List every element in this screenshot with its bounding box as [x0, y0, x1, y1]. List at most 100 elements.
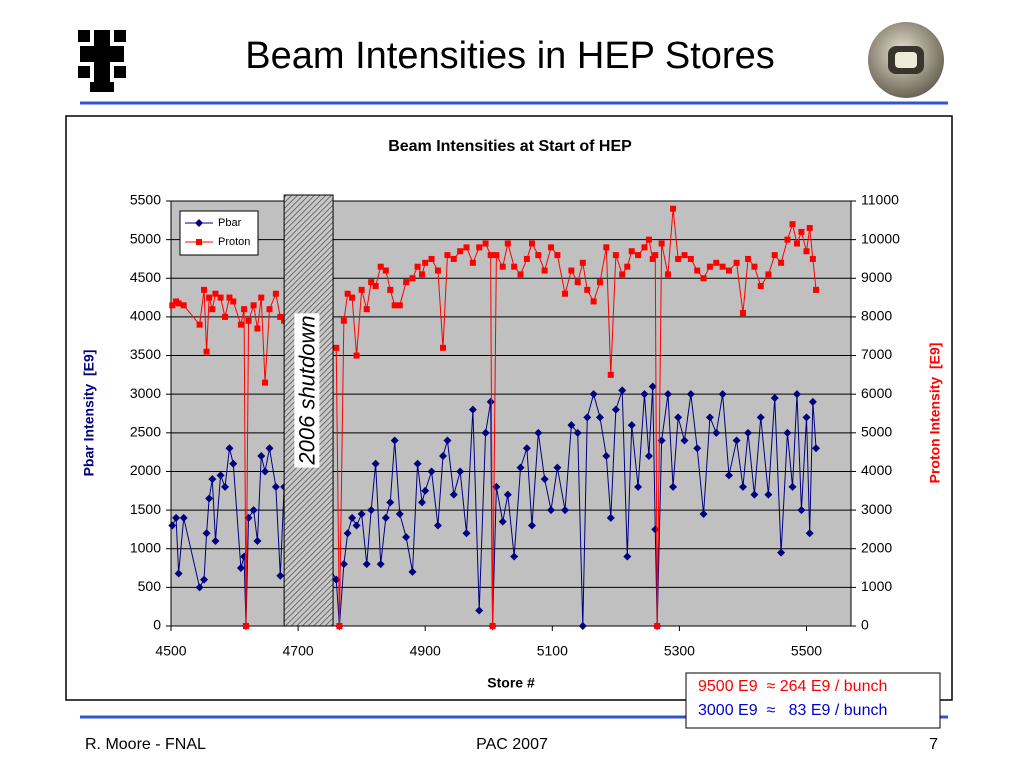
marker	[669, 482, 678, 491]
legend-label: Proton	[218, 236, 250, 248]
marker	[209, 306, 216, 313]
marker	[367, 506, 376, 515]
marker	[168, 521, 177, 530]
marker	[421, 486, 430, 495]
marker	[371, 459, 380, 468]
marker	[784, 236, 791, 243]
marker	[603, 244, 610, 251]
marker	[468, 405, 477, 414]
marker	[793, 240, 800, 247]
y-tick-label: 1000	[130, 539, 161, 555]
shutdown-label-bg	[294, 313, 320, 468]
marker	[522, 444, 531, 453]
marker	[175, 300, 182, 307]
fermilab-logo	[78, 30, 126, 92]
marker	[493, 252, 500, 259]
y-tick-label: 4500	[130, 269, 161, 285]
marker	[745, 255, 752, 262]
marker	[648, 382, 657, 391]
marker	[574, 279, 581, 286]
y2-tick-label: 1000	[861, 578, 892, 594]
marker	[607, 371, 614, 378]
marker	[195, 219, 203, 227]
y2-tick-label: 4000	[861, 462, 892, 478]
marker	[606, 513, 615, 522]
marker	[628, 248, 635, 255]
marker	[208, 475, 217, 484]
marker	[444, 252, 451, 259]
x-tick-label: 4700	[283, 643, 314, 659]
marker	[395, 509, 404, 518]
marker	[527, 521, 536, 530]
y-tick-label: 5500	[130, 192, 161, 208]
marker	[675, 255, 682, 262]
marker	[777, 548, 786, 557]
marker	[700, 275, 707, 282]
marker	[583, 413, 592, 422]
marker	[202, 529, 211, 538]
marker	[266, 306, 273, 313]
marker	[272, 290, 279, 297]
y-tick-label: 2500	[130, 424, 161, 440]
marker	[382, 267, 389, 274]
marker	[277, 313, 284, 320]
marker	[391, 302, 398, 309]
x-tick-label: 5500	[791, 643, 822, 659]
marker	[561, 506, 570, 515]
marker	[612, 252, 619, 259]
marker	[658, 240, 665, 247]
marker	[486, 397, 495, 406]
marker	[706, 263, 713, 270]
marker	[511, 263, 518, 270]
marker	[765, 271, 772, 278]
marker	[645, 236, 652, 243]
marker	[413, 459, 422, 468]
marker	[541, 267, 548, 274]
marker	[396, 302, 403, 309]
marker	[262, 379, 269, 386]
marker	[201, 286, 208, 293]
chart-title: Beam Intensities at Start of HEP	[388, 138, 632, 155]
marker	[372, 283, 379, 289]
marker	[635, 252, 642, 259]
marker	[353, 352, 360, 359]
marker	[216, 471, 225, 480]
marker	[649, 255, 656, 262]
marker	[664, 271, 671, 278]
marker	[771, 252, 778, 259]
marker	[584, 286, 591, 293]
marker	[339, 560, 348, 569]
y2-tick-label: 0	[861, 617, 869, 633]
y-tick-label: 2000	[130, 462, 161, 478]
marker	[340, 317, 347, 324]
marker	[196, 239, 202, 245]
marker	[377, 263, 384, 270]
marker	[540, 475, 549, 484]
marker	[516, 463, 525, 472]
marker	[553, 463, 562, 472]
marker	[644, 452, 653, 460]
marker	[778, 259, 785, 266]
marker	[713, 259, 720, 266]
marker	[634, 482, 643, 491]
marker	[200, 575, 209, 584]
x-tick-label: 4500	[155, 643, 186, 659]
marker	[403, 279, 410, 286]
marker	[517, 271, 524, 278]
y2-tick-label: 9000	[861, 269, 892, 285]
marker	[798, 228, 805, 235]
marker	[481, 428, 490, 437]
y2-tick-label: 7000	[861, 346, 892, 362]
marker	[456, 467, 465, 476]
y-tick-label: 5000	[130, 230, 161, 246]
y2-tick-label: 10000	[861, 230, 900, 246]
marker	[611, 405, 620, 414]
marker	[245, 317, 252, 324]
marker	[528, 240, 535, 247]
marker	[694, 267, 701, 274]
marker	[534, 428, 543, 437]
marker	[179, 513, 188, 522]
marker	[510, 552, 519, 561]
marker	[764, 490, 773, 499]
marker	[357, 509, 366, 518]
